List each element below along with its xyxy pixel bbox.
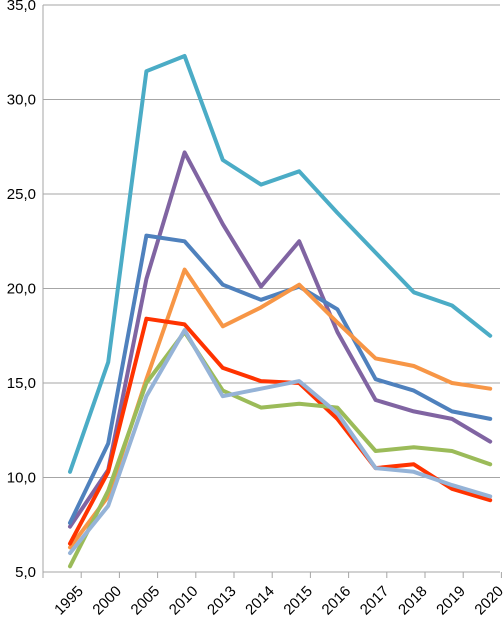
- x-tick-label: 2017: [357, 583, 393, 619]
- x-tick-label: 2000: [89, 583, 125, 619]
- series-line-7: [68, 328, 493, 556]
- series-line-5: [68, 316, 493, 546]
- y-tick-label: 35,0: [7, 0, 36, 14]
- x-tick-label: 2015: [280, 583, 316, 619]
- x-tick-label: 2013: [204, 583, 240, 619]
- x-tick-label: 2005: [128, 583, 164, 619]
- x-tick-label: 2010: [166, 583, 202, 619]
- x-tick-label: 2019: [433, 583, 469, 619]
- y-tick-labels: 5,0 10,0 15,0 20,0 25,0 30,0 35,0: [7, 0, 36, 581]
- y-tick-label: 30,0: [7, 92, 36, 109]
- y-tick-label: 10,0: [7, 470, 36, 487]
- axes: [42, 5, 502, 578]
- x-tick-label: 2018: [395, 583, 431, 619]
- series-line-1: [68, 54, 493, 474]
- series-line-3: [68, 233, 493, 525]
- x-tick-labels: 1995 2000 2005 2010 2013 2014 2015 2016 2017 2018…: [51, 583, 503, 619]
- y-tick-label: 15,0: [7, 375, 36, 392]
- y-tick-label: 25,0: [7, 186, 36, 203]
- series-line-2: [68, 150, 493, 529]
- x-tick-label: 1995: [51, 583, 87, 619]
- series-line-6: [68, 330, 493, 569]
- x-tick-label: 2014: [242, 583, 278, 619]
- x-tick-label: 2016: [319, 583, 355, 619]
- x-tick-label: 2020: [471, 583, 503, 619]
- series-lines: [68, 54, 493, 569]
- y-tick-label: 20,0: [7, 281, 36, 298]
- y-tick-label: 5,0: [15, 564, 36, 581]
